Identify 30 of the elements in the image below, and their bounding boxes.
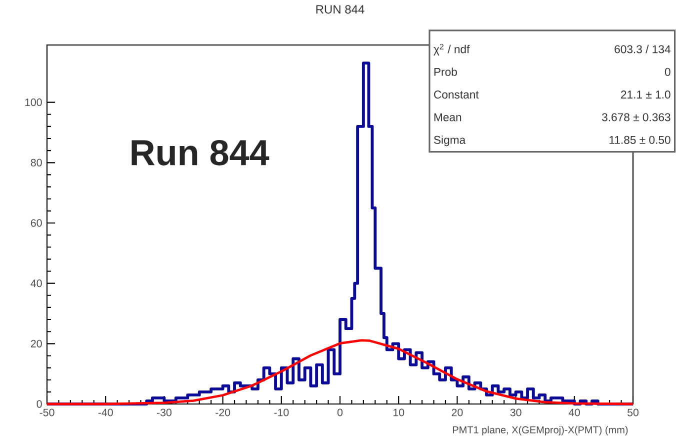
x-tick-label: 50 <box>627 408 639 416</box>
annotation: 11.85 ± 0.50 <box>610 136 670 144</box>
x-tick-label: -30 <box>156 408 172 416</box>
x-tick-label: 0 <box>337 408 343 416</box>
annotation: Mean <box>434 113 462 122</box>
y-tick-label: 0 <box>36 400 42 408</box>
x-tick-label: 40 <box>568 408 580 416</box>
annotation: Constant <box>434 90 479 99</box>
y-tick-label: 100 <box>25 98 42 106</box>
x-tick-label: -20 <box>216 408 230 416</box>
x-tick-label: 30 <box>510 408 522 416</box>
x-tick-label: -50 <box>40 408 54 416</box>
chart-title: RUN 844 <box>316 5 364 14</box>
x-tick-label: 10 <box>393 408 404 416</box>
annotation: χ$^{2}$ / ndf <box>434 44 470 56</box>
annotation: Sigma <box>434 136 466 146</box>
y-tick-label: 80 <box>30 158 42 166</box>
y-tick-label: 60 <box>30 219 42 227</box>
annotation: Run 844 <box>132 140 270 166</box>
text: 0 <box>664 68 670 76</box>
x-axis-title: PMT1 plane, X(GEMproj)-X(PMT) (mm) <box>452 426 628 436</box>
annotation: 21.1 ± 1.0 <box>621 90 670 99</box>
x-tick-label: -10 <box>274 408 289 416</box>
annotation: 3.678 ± 0.363 <box>602 113 670 122</box>
y-tick-label: 20 <box>30 340 42 348</box>
x-tick-label: -40 <box>98 408 113 416</box>
annotation: 603.3 / 134 <box>614 44 670 54</box>
y-tick-label: 40 <box>30 280 42 288</box>
annotation: Prob <box>434 68 457 76</box>
x-tick-label: 20 <box>452 408 463 416</box>
